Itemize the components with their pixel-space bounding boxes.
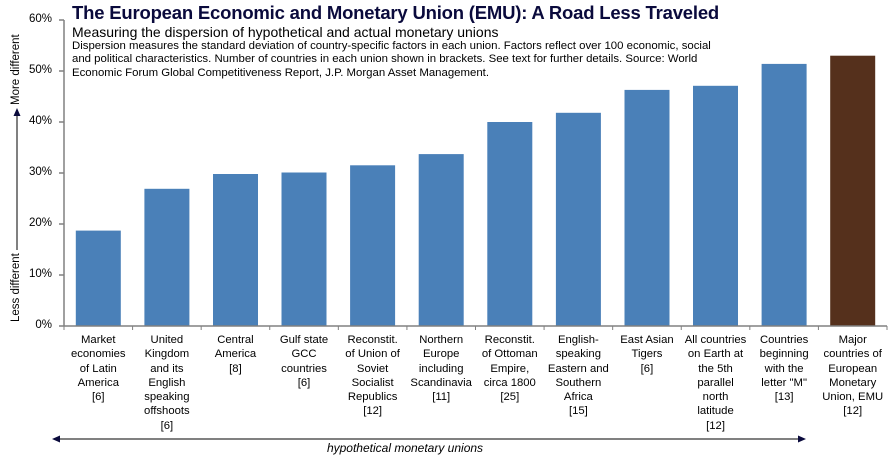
x-tick-label: Central America [8]: [214, 334, 257, 375]
x-tick-label: East Asian Tigers [6]: [620, 334, 674, 375]
x-tick-label: English- speaking Eastern and Southern A…: [547, 334, 609, 418]
bar-5: [350, 165, 396, 326]
bar-6: [418, 154, 464, 326]
chart-title: The European Economic and Monetary Union…: [72, 2, 720, 23]
y-tick-label: 20%: [28, 217, 52, 229]
x-tick-label: Northern Europe including Scandinavia [1…: [410, 334, 472, 404]
y-tick-label: 0%: [35, 319, 52, 331]
x-tick-label: Gulf state GCC countries [6]: [279, 334, 329, 389]
y-tick-label: 50%: [28, 64, 52, 76]
x-span-right-arrowhead-icon: [798, 435, 806, 443]
x-tick-label: Reconstit. of Union of Soviet Socialist …: [345, 334, 400, 418]
bar-1: [75, 230, 121, 326]
bar-7: [487, 122, 533, 326]
bar-3: [213, 174, 258, 326]
bar-9: [624, 89, 670, 327]
x-tick-label: United Kingdom and its English speaking …: [144, 334, 190, 432]
y-label-less-different: Less different: [10, 253, 22, 322]
y-tick-label: 60%: [28, 13, 52, 25]
y-label-more-different: More different: [10, 34, 22, 105]
y-tick-label: 40%: [28, 115, 52, 127]
y-tick-label: 30%: [28, 166, 52, 178]
y-tick-label: 10%: [28, 268, 52, 280]
y-direction-arrowhead-icon: [13, 108, 21, 116]
x-span-left-arrowhead-icon: [52, 435, 60, 443]
bar-12: [830, 55, 876, 326]
bar-2: [144, 188, 190, 326]
bar-11: [761, 63, 807, 327]
chart-description: Dispersion measures the standard deviati…: [72, 40, 711, 79]
bar-4: [281, 172, 327, 326]
x-tick-label: All countries on Earth at the 5th parall…: [684, 334, 747, 432]
chart-subtitle: Measuring the dispersion of hypothetical…: [72, 24, 499, 40]
x-tick-label: Countries beginning with the letter "M" …: [759, 334, 809, 404]
x-tick-label: Reconstit. of Ottoman Empire, circa 1800…: [481, 334, 538, 404]
x-axis-label: hypothetical monetary unions: [326, 441, 484, 455]
x-tick-label: Market economies of Latin America [6]: [70, 334, 126, 404]
bar-10: [693, 85, 738, 326]
bar-8: [555, 112, 601, 326]
x-tick-label: Major countries of European Monetary Uni…: [822, 334, 884, 418]
